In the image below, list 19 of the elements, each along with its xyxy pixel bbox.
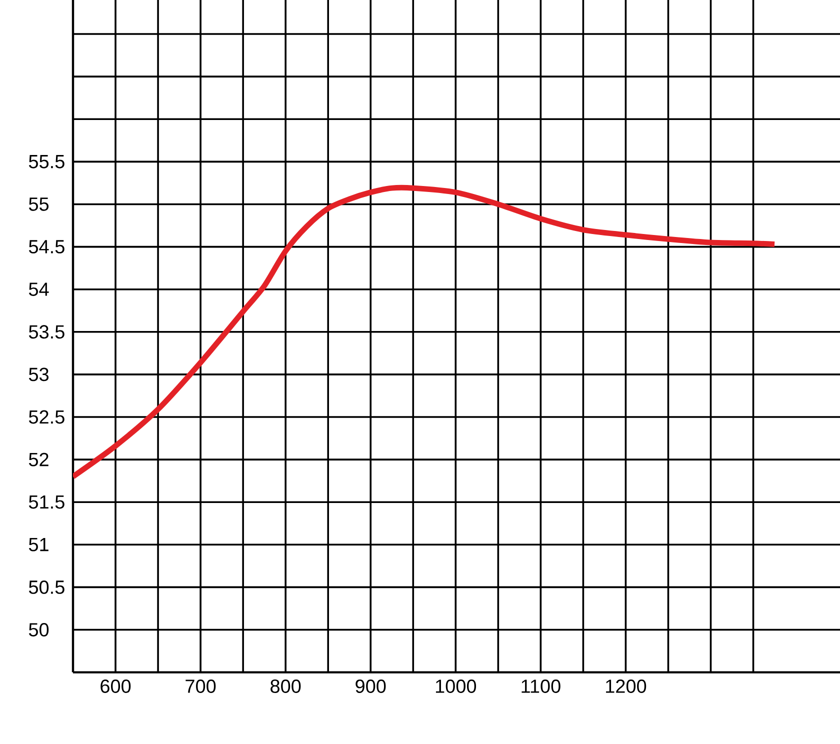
x-tick-label: 700	[186, 680, 216, 693]
y-tick-label: 54.5	[28, 240, 64, 254]
x-tick-label: 800	[270, 680, 301, 693]
y-tick-label: 50.5	[28, 580, 64, 594]
x-tick-label: 1100	[522, 680, 560, 693]
y-tick-label: 55.5	[28, 155, 64, 168]
x-tick-label: 1000	[436, 680, 476, 693]
y-tick-label: 52.5	[28, 410, 64, 424]
y-tick-label: 52	[28, 452, 48, 466]
y-tick-label: 53.5	[28, 325, 64, 339]
x-tick-label: 1200	[606, 680, 646, 693]
y-tick-label: 51.5	[28, 495, 64, 509]
y-tick-label: 50	[28, 623, 49, 636]
y-tick-label: 55	[28, 198, 49, 211]
y-tick-label: 54	[28, 282, 49, 296]
y-tick-label: 53	[28, 368, 48, 382]
x-tick-label: 600	[100, 680, 131, 693]
y-tick-label: 51	[28, 538, 48, 552]
x-tick-label: 900	[356, 680, 386, 693]
